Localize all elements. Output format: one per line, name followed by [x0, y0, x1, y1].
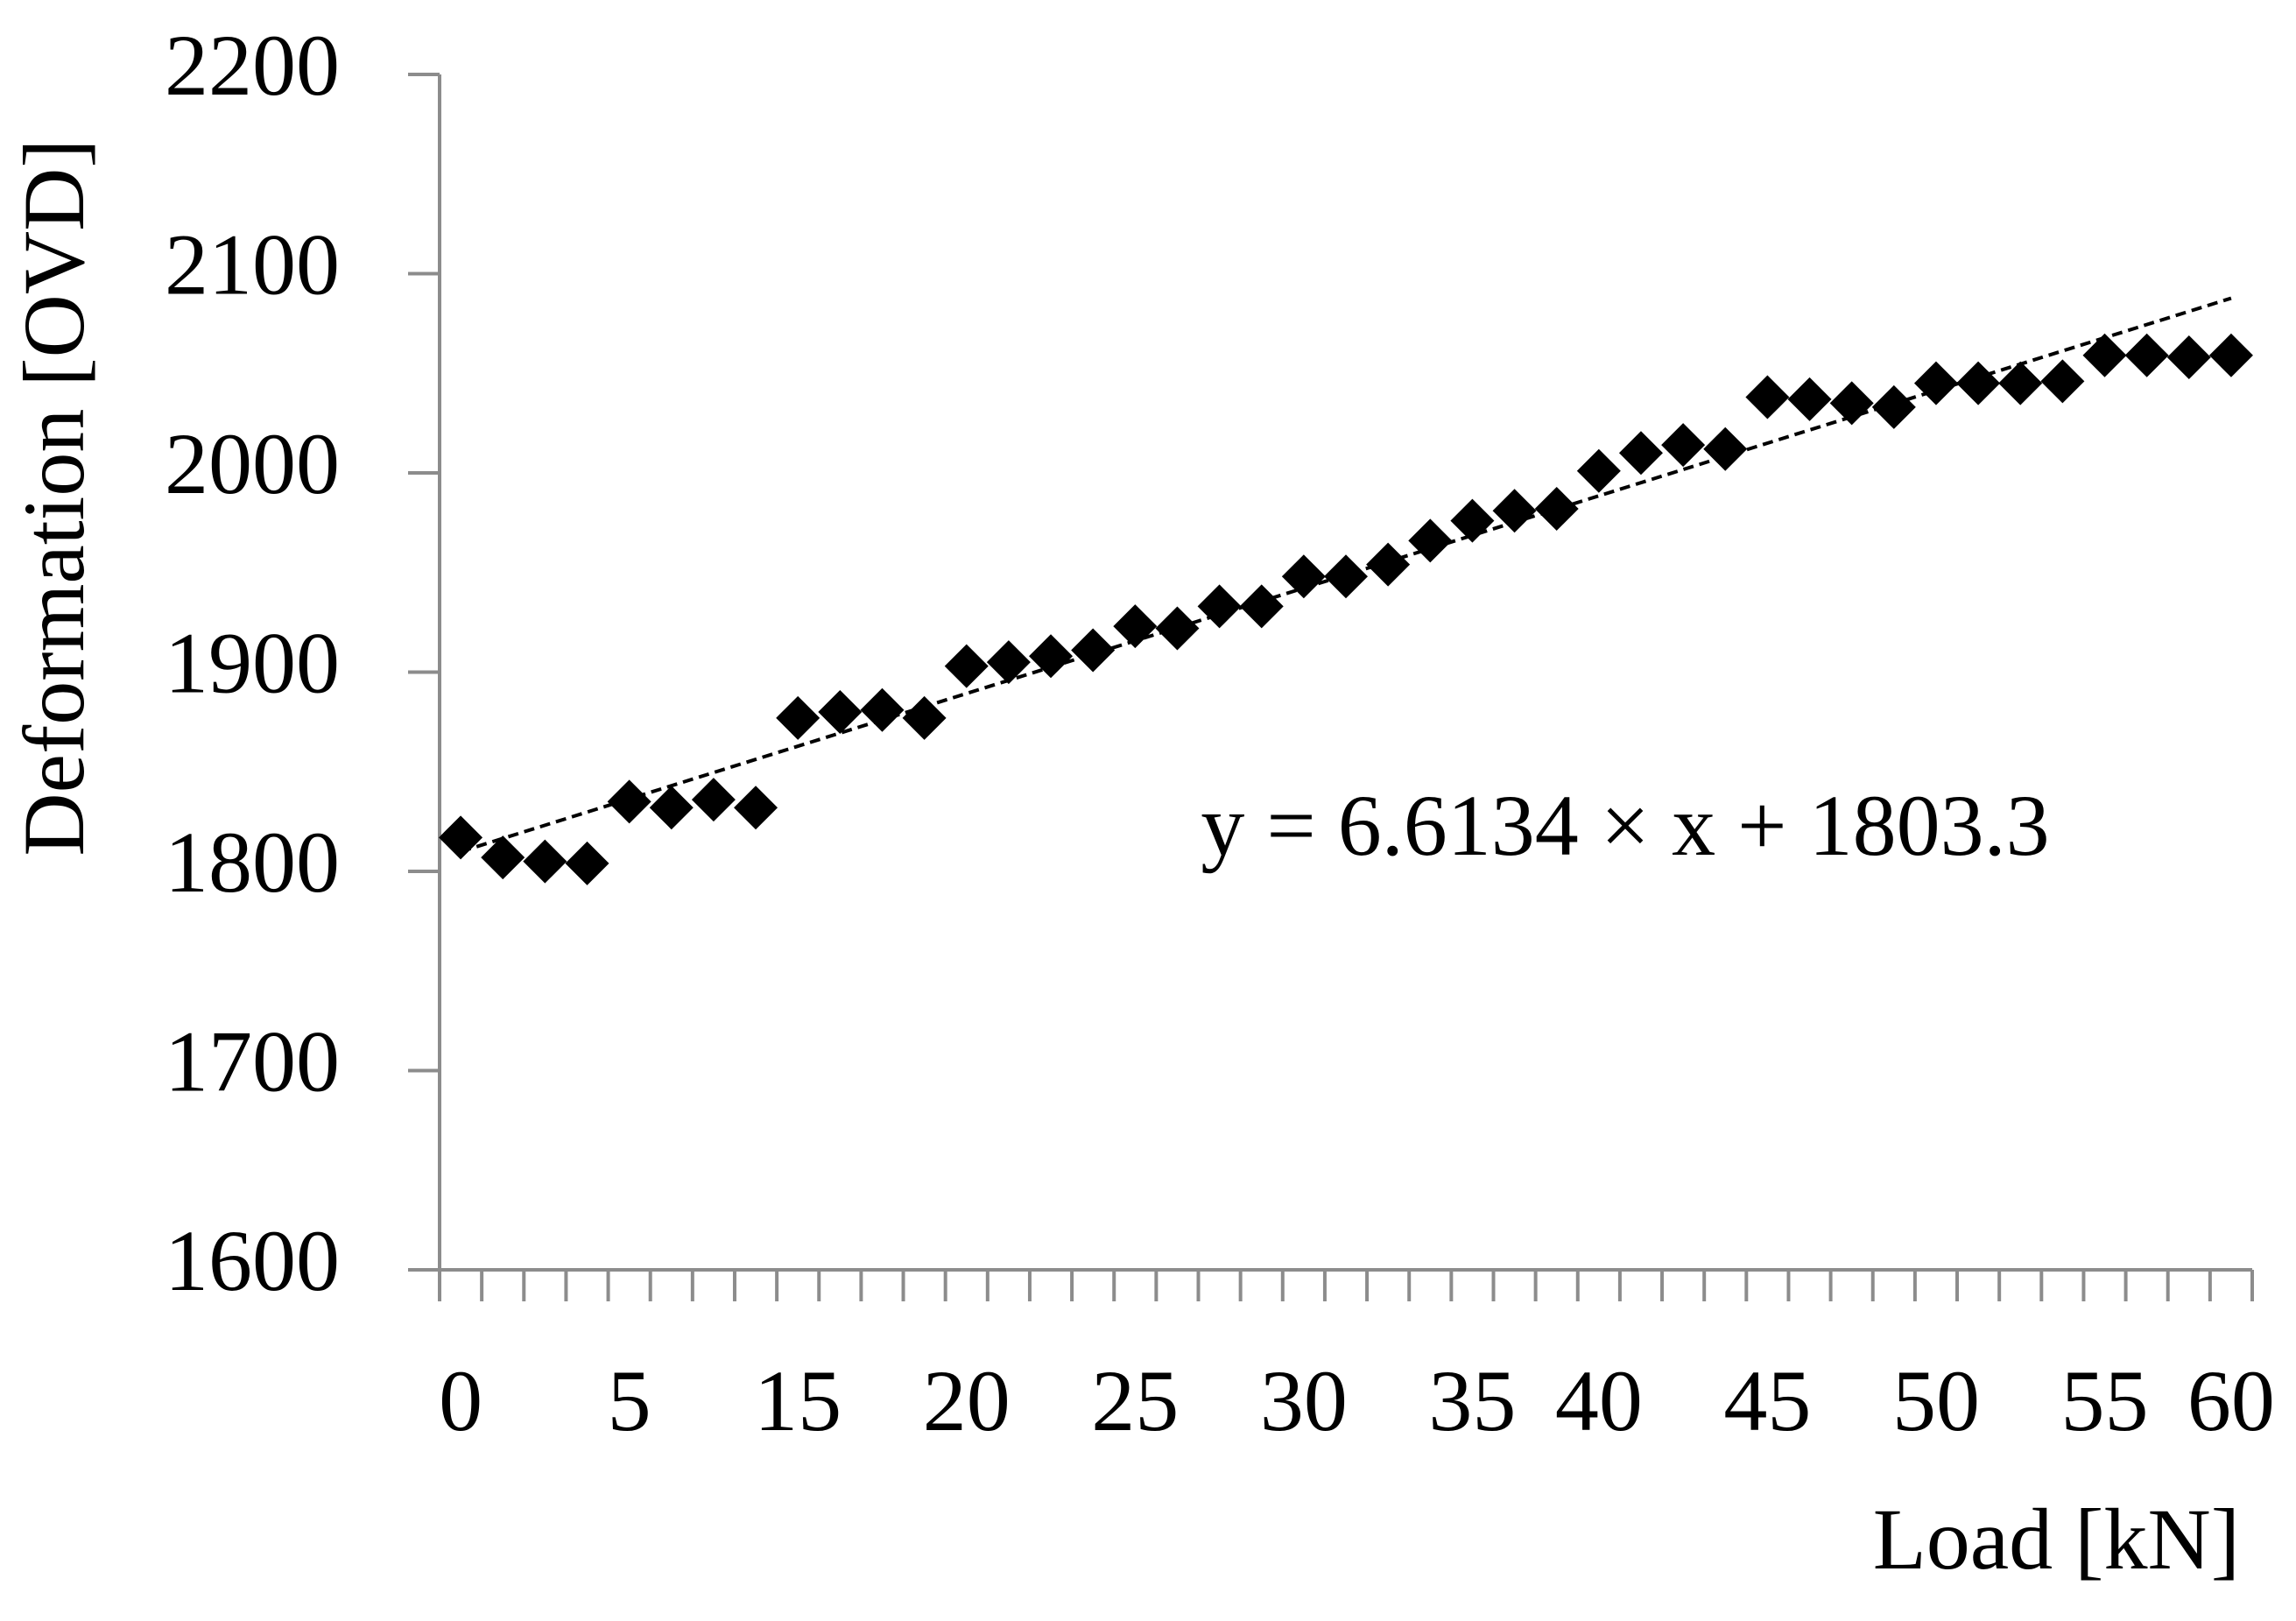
data-point [818, 690, 863, 734]
data-point [1787, 377, 1832, 421]
x-tick-label: 50 [1892, 1352, 1980, 1449]
data-point [1029, 634, 1074, 679]
y-tick-label: 2000 [165, 415, 340, 512]
trendline [460, 296, 2232, 854]
y-axis-title: Deformation [OVD] [5, 138, 102, 856]
data-point [2208, 333, 2253, 377]
data-point [1197, 584, 1242, 629]
x-tick-label: 35 [1428, 1352, 1516, 1449]
data-point [1450, 498, 1495, 543]
data-point [1113, 604, 1158, 649]
x-tick-label: 55 [2061, 1352, 2149, 1449]
data-point [1155, 606, 1200, 651]
x-axis-title: Load [kN] [1873, 1491, 2240, 1588]
x-tick-label: 30 [1260, 1352, 1348, 1449]
data-point [1492, 489, 1537, 533]
data-point [649, 786, 694, 830]
y-tick-label: 1900 [165, 614, 340, 711]
data-point [2040, 359, 2085, 404]
data-point [1661, 423, 1706, 468]
y-tick-label: 1600 [165, 1212, 340, 1309]
data-point [1871, 384, 1916, 429]
data-point [1956, 361, 2001, 405]
data-point [1829, 381, 1874, 426]
x-tick-label: 45 [1723, 1352, 1811, 1449]
data-point [2082, 333, 2127, 377]
x-tick-label: 0 [439, 1352, 482, 1449]
data-point [1281, 554, 1326, 599]
y-tick-label: 1800 [165, 814, 340, 911]
x-tick-label: 20 [923, 1352, 1011, 1449]
data-point [734, 786, 778, 830]
data-point [1534, 486, 1579, 531]
data-point [1324, 554, 1368, 599]
data-point [944, 644, 989, 688]
data-point [481, 835, 525, 880]
data-point [2166, 335, 2211, 380]
x-tick-label: 40 [1555, 1352, 1643, 1449]
data-point [1618, 431, 1663, 476]
data-point [607, 779, 651, 824]
data-point [1408, 518, 1453, 563]
data-point [986, 640, 1031, 685]
data-point [1998, 361, 2043, 405]
data-point [860, 687, 905, 732]
data-point [1913, 361, 1958, 405]
data-point [1366, 542, 1411, 587]
y-tick-label: 1700 [165, 1012, 340, 1110]
trendline-equation: y = 6.6134 × x + 1803.3 [1201, 777, 2049, 874]
data-point [1576, 448, 1621, 493]
y-tick-label: 2200 [165, 17, 340, 114]
data-point [691, 778, 736, 822]
x-tick-label: 60 [2187, 1352, 2275, 1449]
data-point [1071, 628, 1116, 673]
data-point [439, 815, 483, 860]
x-tick-label: 15 [754, 1352, 842, 1449]
y-tick-label: 2100 [165, 215, 340, 313]
x-tick-label: 5 [608, 1352, 651, 1449]
x-tick-label: 25 [1091, 1352, 1179, 1449]
data-point [1745, 375, 1790, 419]
data-point [565, 841, 609, 885]
data-point [776, 695, 821, 740]
data-point [902, 695, 947, 740]
data-point [1239, 584, 1284, 629]
data-point [2124, 333, 2169, 377]
data-point [1703, 426, 1748, 471]
data-point [523, 839, 567, 884]
